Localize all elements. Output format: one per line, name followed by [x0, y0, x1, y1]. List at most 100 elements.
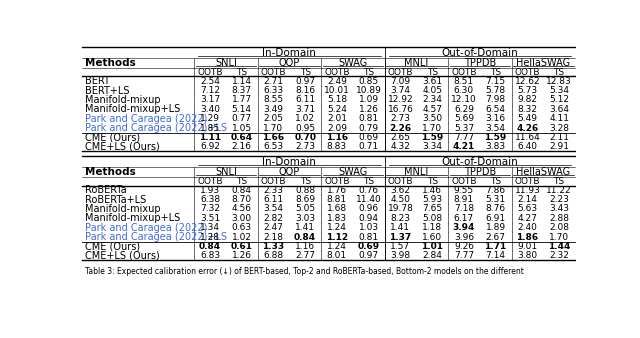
Text: OOTB: OOTB: [324, 177, 349, 186]
Text: Manifold-mixup: Manifold-mixup: [86, 204, 161, 214]
Text: Park and Caragea (2022)+LS: Park and Caragea (2022)+LS: [86, 232, 227, 242]
Text: 0.97: 0.97: [295, 77, 316, 86]
Text: 0.71: 0.71: [358, 142, 379, 151]
Text: 2.71: 2.71: [264, 77, 284, 86]
Text: 3.03: 3.03: [295, 214, 316, 223]
Text: 1.18: 1.18: [422, 223, 442, 232]
Text: 5.08: 5.08: [422, 214, 442, 223]
Text: 1.24: 1.24: [327, 242, 347, 251]
Text: 7.77: 7.77: [454, 251, 474, 260]
Text: 4.57: 4.57: [422, 105, 442, 114]
Text: 3.94: 3.94: [452, 223, 475, 232]
Text: 2.67: 2.67: [486, 233, 506, 242]
Text: 7.09: 7.09: [390, 77, 410, 86]
Text: SNLI: SNLI: [215, 58, 237, 68]
Text: 2.49: 2.49: [327, 77, 347, 86]
Text: RoBERTa: RoBERTa: [86, 185, 127, 195]
Text: 2.16: 2.16: [232, 142, 252, 151]
Text: TS: TS: [236, 177, 247, 186]
Text: TS: TS: [363, 68, 374, 77]
Text: 8.83: 8.83: [327, 142, 347, 151]
Text: Manifold-mixup: Manifold-mixup: [86, 95, 161, 105]
Text: 3.16: 3.16: [486, 114, 506, 123]
Text: 16.76: 16.76: [387, 105, 413, 114]
Text: 3.64: 3.64: [549, 105, 569, 114]
Text: OOTB: OOTB: [451, 177, 477, 186]
Text: 2.65: 2.65: [390, 133, 410, 142]
Text: 2.47: 2.47: [264, 223, 284, 232]
Text: MNLI: MNLI: [404, 58, 428, 68]
Text: 5.34: 5.34: [549, 86, 569, 95]
Text: 8.91: 8.91: [454, 195, 474, 204]
Text: 2.05: 2.05: [264, 114, 284, 123]
Text: 6.11: 6.11: [295, 95, 316, 104]
Text: TS: TS: [554, 177, 564, 186]
Text: 5.69: 5.69: [454, 114, 474, 123]
Text: 0.70: 0.70: [294, 133, 316, 142]
Text: 5.24: 5.24: [327, 105, 347, 114]
Text: 1.28: 1.28: [200, 233, 220, 242]
Text: 2.54: 2.54: [200, 77, 220, 86]
Text: OOTB: OOTB: [388, 68, 413, 77]
Text: 1.70: 1.70: [264, 123, 284, 132]
Text: 1.89: 1.89: [486, 223, 506, 232]
Text: BERT: BERT: [86, 76, 110, 86]
Text: 1.93: 1.93: [200, 186, 220, 195]
Text: 4.32: 4.32: [390, 142, 410, 151]
Text: 6.38: 6.38: [200, 195, 220, 204]
Text: Park and Caragea (2022): Park and Caragea (2022): [86, 114, 208, 124]
Text: 10.01: 10.01: [324, 86, 350, 95]
Text: 2.82: 2.82: [264, 214, 284, 223]
Text: 10.89: 10.89: [356, 86, 381, 95]
Text: 5.12: 5.12: [549, 95, 569, 104]
Text: 5.93: 5.93: [422, 195, 442, 204]
Text: 1.24: 1.24: [327, 223, 347, 232]
Text: 0.81: 0.81: [358, 233, 379, 242]
Text: 4.27: 4.27: [518, 214, 538, 223]
Text: 1.34: 1.34: [200, 223, 220, 232]
Text: 3.80: 3.80: [517, 251, 538, 260]
Text: 1.02: 1.02: [232, 233, 252, 242]
Text: 5.14: 5.14: [232, 105, 252, 114]
Text: 6.11: 6.11: [264, 195, 284, 204]
Text: 2.73: 2.73: [390, 114, 410, 123]
Text: 1.09: 1.09: [358, 95, 379, 104]
Text: 1.44: 1.44: [548, 242, 570, 251]
Text: HellaSWAG: HellaSWAG: [516, 58, 570, 68]
Text: 3.43: 3.43: [549, 204, 569, 214]
Text: 0.95: 0.95: [295, 123, 316, 132]
Text: TS: TS: [236, 68, 247, 77]
Text: 1.03: 1.03: [358, 223, 379, 232]
Text: 2.34: 2.34: [422, 95, 442, 104]
Text: 0.81: 0.81: [358, 114, 379, 123]
Text: 1.66: 1.66: [262, 133, 285, 142]
Text: 1.16: 1.16: [326, 133, 348, 142]
Text: 0.97: 0.97: [358, 251, 379, 260]
Text: 6.91: 6.91: [486, 214, 506, 223]
Text: OOTB: OOTB: [197, 68, 223, 77]
Text: TS: TS: [490, 177, 501, 186]
Text: 0.69: 0.69: [358, 242, 380, 251]
Text: TS: TS: [363, 177, 374, 186]
Text: 1.60: 1.60: [422, 233, 442, 242]
Text: 2.77: 2.77: [295, 251, 315, 260]
Text: OOTB: OOTB: [197, 177, 223, 186]
Text: 0.69: 0.69: [358, 133, 379, 142]
Text: 6.54: 6.54: [486, 105, 506, 114]
Text: 1.12: 1.12: [326, 233, 348, 242]
Text: 1.57: 1.57: [390, 242, 410, 251]
Text: 11.93: 11.93: [515, 186, 540, 195]
Text: 3.98: 3.98: [390, 251, 410, 260]
Text: 4.50: 4.50: [390, 195, 410, 204]
Text: In-Domain: In-Domain: [262, 48, 316, 57]
Text: OOTB: OOTB: [324, 68, 349, 77]
Text: 8.51: 8.51: [454, 77, 474, 86]
Text: 5.37: 5.37: [454, 123, 474, 132]
Text: TS: TS: [490, 68, 501, 77]
Text: 8.32: 8.32: [517, 105, 538, 114]
Text: 1.01: 1.01: [421, 242, 443, 251]
Text: 3.00: 3.00: [232, 214, 252, 223]
Text: TS: TS: [300, 177, 311, 186]
Text: 1.26: 1.26: [358, 105, 379, 114]
Text: 12.92: 12.92: [388, 95, 413, 104]
